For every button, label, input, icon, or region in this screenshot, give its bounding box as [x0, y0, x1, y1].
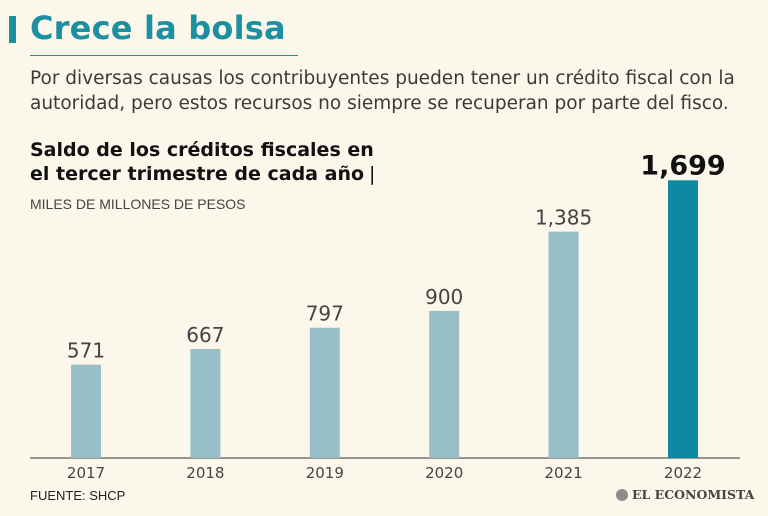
- bar-2018: [190, 348, 221, 458]
- source-note: FUENTE: SHCP: [30, 488, 126, 503]
- brand-name: EL ECONOMISTA: [632, 487, 755, 502]
- bar-2022: [668, 180, 698, 459]
- el-economista-logo-icon: [616, 488, 628, 501]
- bar-2021: [548, 231, 579, 458]
- bar-2017: [71, 364, 101, 458]
- bar-2020: [429, 310, 460, 458]
- chart-title: Saldo de los créditos fiscales en el ter…: [30, 138, 430, 186]
- page-title: Crece la bolsa: [30, 9, 286, 47]
- value-label-2019: 797: [306, 302, 344, 326]
- x-tick-label-2017: 2017: [67, 464, 105, 482]
- title-underline: [30, 55, 298, 56]
- value-label-2021: 1,385: [535, 206, 592, 230]
- chart-title-line-1: Saldo de los créditos fiscales en: [30, 139, 374, 161]
- value-label-2020: 900: [425, 285, 463, 309]
- x-tick-label-2018: 2018: [186, 464, 224, 482]
- x-tick-label-2019: 2019: [306, 464, 344, 482]
- brand-logo: EL ECONOMISTA: [616, 487, 754, 502]
- value-label-2022: 1,699: [640, 150, 725, 181]
- bar-2019: [309, 327, 340, 458]
- x-tick-label-2020: 2020: [425, 464, 463, 482]
- value-label-2017: 571: [67, 339, 105, 363]
- x-tick-label-2022: 2022: [664, 464, 702, 482]
- value-label-2018: 667: [186, 323, 224, 347]
- intro-text: Por diversas causas los contribuyentes p…: [30, 68, 735, 114]
- x-tick-label-2021: 2021: [545, 464, 583, 482]
- title-accent-bar: [9, 16, 16, 43]
- chart-title-separator: |: [369, 163, 376, 185]
- chart-subtitle: MILES DE MILLONES DE PESOS: [30, 196, 246, 212]
- chart-title-line-2: el tercer trimestre de cada año: [30, 163, 365, 185]
